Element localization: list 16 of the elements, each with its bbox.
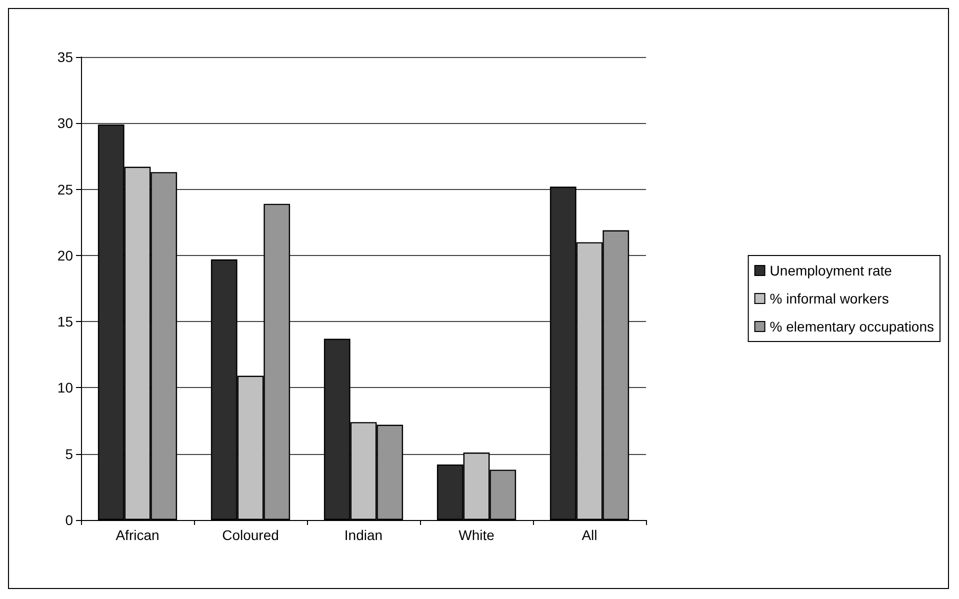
- y-tick-label: 10: [57, 380, 74, 396]
- y-tick-label: 15: [57, 314, 74, 330]
- legend-label: % informal workers: [770, 290, 889, 306]
- x-tick-label: African: [116, 527, 160, 543]
- y-tick-label: 25: [57, 181, 74, 198]
- x-tick-label: White: [458, 527, 495, 543]
- y-tick-label: 20: [57, 247, 74, 264]
- legend-label: Unemployment rate: [770, 262, 892, 278]
- y-tick-label: 30: [57, 115, 74, 132]
- legend-label: % elementary occupations: [770, 318, 934, 334]
- x-tick-label: Indian: [344, 527, 383, 543]
- x-tick-label: Coloured: [222, 527, 279, 543]
- x-tick-label: All: [582, 527, 598, 543]
- y-tick-label: 0: [65, 512, 74, 528]
- y-tick-label: 5: [65, 446, 74, 462]
- y-tick-label: 35: [57, 49, 74, 65]
